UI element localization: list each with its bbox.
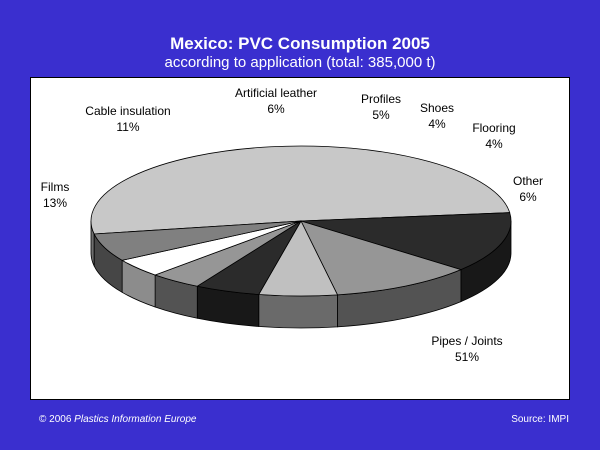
- copyright-note: © 2006 Plastics Information Europe: [39, 414, 196, 425]
- label-other: Other: [513, 174, 543, 188]
- label-cable-insulation: Cable insulation: [85, 104, 170, 118]
- value-label-cable-insulation: 11%: [116, 120, 139, 134]
- label-pipes-joints: Pipes / Joints: [431, 334, 502, 348]
- value-label-flooring: 4%: [485, 137, 503, 151]
- label-films: Films: [41, 180, 70, 194]
- source-note: Source: IMPI: [511, 414, 569, 425]
- copyright-org: Plastics Information Europe: [74, 414, 197, 425]
- copyright-prefix: © 2006: [39, 414, 75, 425]
- chart-title: Mexico: PVC Consumption 2005: [170, 34, 430, 53]
- chart-panel: Pipes / Joints 51% Films 13% Cable insulatio…: [30, 77, 570, 400]
- value-label-pipes-joints: 51%: [455, 350, 479, 364]
- pie-slice-cable-insulation: [300, 220, 463, 296]
- label-flooring: Flooring: [472, 121, 515, 135]
- value-label-shoes: 4%: [428, 117, 446, 131]
- pie-slice-pipes-joints: [90, 145, 511, 235]
- pie-slice-other: [93, 220, 302, 261]
- label-shoes: Shoes: [420, 101, 454, 115]
- label-profiles: Profiles: [361, 92, 401, 106]
- value-label-artificial-leather: 6%: [267, 102, 285, 116]
- value-label-films: 13%: [43, 196, 67, 210]
- pie-chart: Pipes / Joints 51% Films 13% Cable insulatio…: [41, 86, 543, 364]
- value-label-profiles: 5%: [372, 108, 390, 122]
- label-artificial-leather: Artificial leather: [235, 86, 317, 100]
- chart-subtitle: according to application (total: 385,000…: [164, 54, 436, 71]
- pie-slice-films: [300, 212, 512, 271]
- value-label-other: 6%: [519, 190, 537, 204]
- pie-side-artificial-leather: [258, 294, 338, 329]
